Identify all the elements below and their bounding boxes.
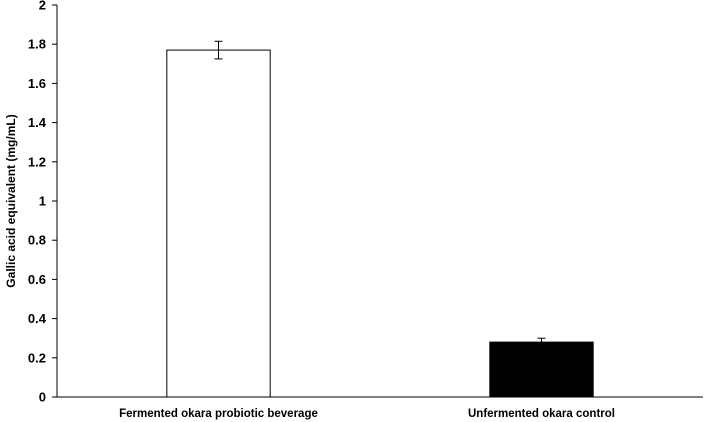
y-tick-label: 2 xyxy=(39,0,46,13)
y-tick-label: 0 xyxy=(39,390,46,405)
y-axis: 0 0.2 0.4 0.6 0.8 1 1.2 1.4 1.6 1.8 2 xyxy=(28,0,58,405)
y-tick-label: 1.6 xyxy=(28,76,46,91)
y-tick-label: 1.4 xyxy=(28,115,47,130)
bar xyxy=(489,341,594,398)
error-bars xyxy=(214,40,546,347)
y-tick-label: 1.8 xyxy=(28,37,46,52)
bars xyxy=(166,49,594,398)
y-tick-label: 0.8 xyxy=(28,233,46,248)
y-tick-label: 0.6 xyxy=(28,272,46,287)
y-tick-label: 1 xyxy=(39,194,46,209)
x-category-label: Unfermented okara control xyxy=(468,408,615,420)
y-tick-label: 0.4 xyxy=(28,311,47,326)
y-tick-label: 0.2 xyxy=(28,350,46,365)
error-bar xyxy=(214,40,223,60)
y-tick-label: 1.2 xyxy=(28,154,46,169)
category-labels: Fermented okara probiotic beverage Unferm… xyxy=(119,408,615,420)
x-category-label: Fermented okara probiotic beverage xyxy=(119,408,318,420)
error-bar xyxy=(537,337,546,347)
y-axis-title: Gallic acid equivalent (mg/mL) xyxy=(4,114,18,287)
bar xyxy=(166,49,271,398)
